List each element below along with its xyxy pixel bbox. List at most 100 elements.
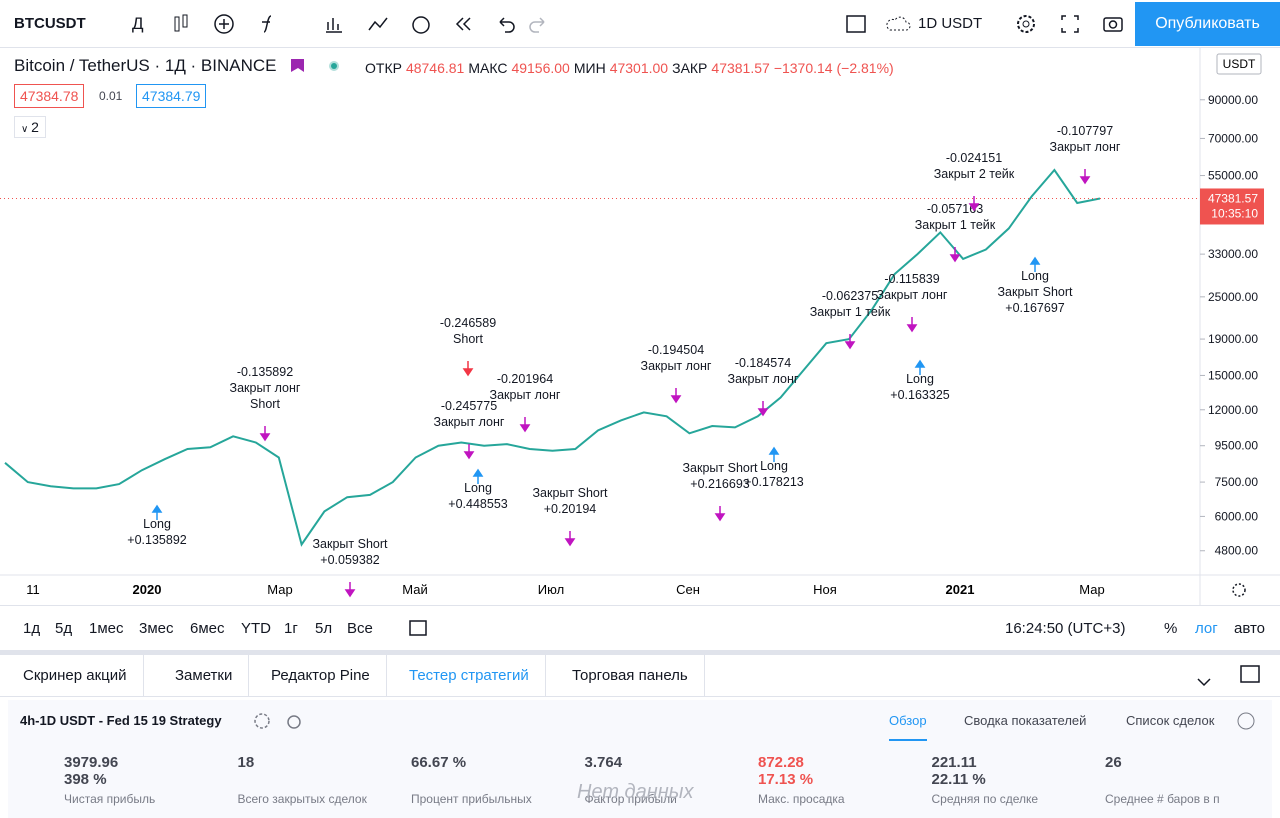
panel-tab[interactable]: Редактор Pine [255,655,387,697]
icon-candles[interactable] [165,8,197,40]
icon-indicator-add[interactable] [208,8,240,40]
symbol[interactable]: BTCUSDT [14,15,86,32]
ask[interactable]: 47384.79 [136,84,207,108]
price-chart: 90000.00 70000.00 55000.00 33000.00 25000.00… [0,48,1280,605]
metrics: 3979.96 398 % Чистая прибыль 18 Всего закрыт… [8,742,1272,818]
range-button[interactable]: 6мес [190,620,225,637]
metric-gap [238,771,367,788]
trade-label: Закрыт Short [313,537,389,551]
header-icons [291,59,339,72]
help-icon[interactable] [1236,711,1256,731]
panel-tab[interactable]: Торговая панель [556,655,705,697]
icon-settings[interactable] [1010,8,1042,40]
trade-label: -0.184574 [735,356,791,370]
auto-toggle[interactable]: авто [1234,620,1266,637]
log-toggle[interactable]: лог [1195,620,1218,637]
range-button[interactable]: 5д [55,620,73,637]
icon-shape [1240,665,1260,683]
trade-arrow [968,196,980,212]
chevron: ∨ [21,124,32,135]
range-button[interactable]: 1д [23,620,41,637]
trade-label: -0.057163 [927,202,983,216]
strategy-icons[interactable] [252,711,302,731]
trade-arrow [564,531,576,547]
icon-snapshot[interactable] [1097,8,1129,40]
ohlc-value: 48746.81 [405,60,465,76]
icon-layout[interactable] [840,8,872,40]
range-button[interactable]: 3мес [139,620,174,637]
percent-toggle[interactable]: % [1164,620,1178,637]
metric-gap [411,771,532,788]
interval[interactable]: Д [132,14,144,33]
trade-arrow [949,247,961,263]
trade-label: -0.024151 [946,151,1002,165]
range-button[interactable]: YTD [241,620,271,637]
trade-arrow [472,468,484,484]
icon-compare[interactable] [362,8,394,40]
metric-sub: 22.11 % [931,771,986,788]
metric-label: Средняя по сделке [931,792,1039,806]
x-tick-label: 2020 [133,582,162,597]
icon-replay[interactable] [448,8,480,40]
x-tick-label: Май [402,582,427,597]
y-tick-label: 55000.00 [1208,169,1258,183]
trade-arrow [1029,256,1041,272]
trade-label: Закрыт лонг [230,381,301,395]
date-range-icon[interactable] [408,618,430,638]
publish-button[interactable]: Опубликовать [1135,2,1280,46]
indicator-count: 2 [31,119,39,135]
range-button[interactable]: 1мес [89,620,124,637]
icon-undo[interactable] [490,8,522,40]
strategy-header: 4h-1D USDT - Fed 15 19 Strategy Обзор Сво… [8,700,1272,742]
metric-sub: 398 % [64,771,107,788]
settings-icon [1232,583,1246,597]
ohlc-value: 49156.00 [511,60,570,76]
metric: 221.11 22.11 % Средняя по сделке [932,754,1039,806]
trade-label: Long [1021,269,1049,283]
chart-title: Bitcoin / TetherUS · 1Д · BINANCE [14,56,277,75]
indicator-toggle[interactable]: ∨ 2 [14,116,46,138]
panel-tab[interactable]: Заметки [159,655,250,697]
price-line [4,168,1101,547]
y-tick-label: 12000.00 [1208,403,1258,417]
trade-label: -0.115839 [884,272,939,286]
icon-alert[interactable] [405,8,437,40]
icon-bars[interactable] [318,8,350,40]
trade-arrow [757,401,769,417]
y-tick-label: 9500.00 [1215,439,1259,453]
range-button[interactable]: 1г [284,620,298,637]
bid[interactable]: 47384.78 [14,84,85,108]
icon-cloud[interactable] [882,8,914,40]
subtab[interactable]: Обзор [889,713,927,741]
x-tick-label: Сен [676,582,700,597]
panel-tab[interactable]: Тестер стратегий [393,655,546,697]
metric-label: Чистая прибыль [64,792,156,806]
metric-value: 66.67 % [411,754,467,771]
x-tick-label: Ноя [813,582,837,597]
trade-label: Закрыт Short [533,486,609,500]
time: 16:24:50 (UTC+3) [1005,620,1126,637]
trade-arrow [462,361,474,377]
icon-shape [409,620,427,636]
trade-label: +0.059382 [320,553,379,567]
panel-tab[interactable]: Скринер акций [7,655,144,697]
trade-label: +0.167697 [1005,301,1064,315]
subtab[interactable]: Список сделок [1126,713,1215,728]
no-data: Нет данных [577,781,694,803]
range-button[interactable]: Все [347,620,373,637]
icon-fullscreen[interactable] [1054,8,1086,40]
panel-controls[interactable] [1195,661,1275,691]
metric-label: Макс. просадка [758,792,845,806]
y-tick-label: 90000.00 [1208,93,1258,107]
x-tick-label: 11 [26,582,40,597]
trade-label: Закрыт 1 тейк [915,218,996,232]
range-button[interactable]: 5л [315,620,333,637]
icon-formula[interactable] [252,8,284,40]
layout-name[interactable]: 1D USDT [918,15,983,32]
trade-label: Long [760,459,788,473]
subtab[interactable]: Сводка показателей [964,713,1087,728]
trade-label: -0.201964 [497,372,553,386]
currency-badge [1216,53,1262,75]
trade-label: Long [464,481,492,495]
